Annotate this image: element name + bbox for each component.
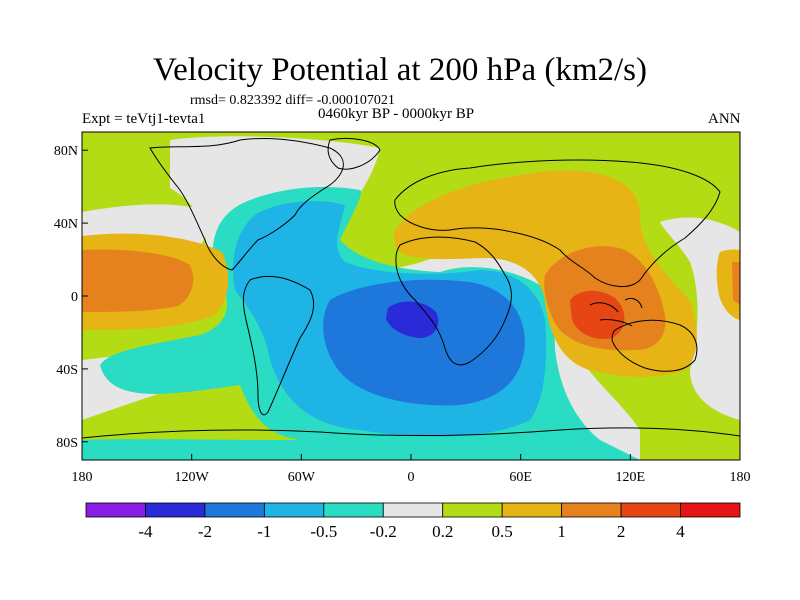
colorbar-label: 2: [617, 522, 626, 541]
x-tick-label: 180: [72, 470, 93, 485]
negative-region-core: [323, 279, 525, 406]
colorbar-label: -1: [257, 522, 271, 541]
colorbar-swatch: [382, 502, 444, 518]
colorbar-label: -0.2: [370, 522, 397, 541]
colorbar-label: 1: [557, 522, 566, 541]
colorbar-label: 0.5: [492, 522, 513, 541]
pacific-positive-east-core: [732, 262, 740, 305]
period-label: 0460kyr BP - 0000kyr BP: [318, 106, 475, 122]
coast-eurasia: [394, 159, 721, 287]
x-axis: 180 120W 60W 0 60E 120E 180: [72, 454, 751, 485]
coast-antarctica: [82, 427, 740, 439]
colorbar-label: -2: [198, 522, 212, 541]
colorbar-label: 4: [676, 522, 685, 541]
coast-australia: [611, 319, 698, 372]
x-tick-label: 180: [730, 470, 751, 485]
y-tick-label: 0: [71, 290, 78, 305]
negative-region-minimum: [386, 301, 439, 338]
colorbar-label: 0.2: [432, 522, 453, 541]
coast-south-america: [242, 275, 315, 416]
stats-label: rmsd= 0.823392 diff= -0.000107021: [190, 93, 395, 108]
x-tick-label: 120E: [616, 470, 646, 485]
positive-region-core: [570, 290, 625, 340]
colorbar-swatch: [323, 502, 384, 518]
map-title: Velocity Potential at 200 hPa (km2/s): [152, 52, 648, 88]
x-tick-label: 60W: [288, 470, 316, 485]
coast-maritime-islands: [589, 297, 643, 327]
x-tick-label: 0: [408, 470, 415, 485]
colorbar-label: -0.5: [310, 522, 337, 541]
colorbar-swatch: [442, 502, 503, 518]
colorbar: -4 -2 -1 -0.5 -0.2 0.2 0.5 1 2 4: [85, 502, 741, 541]
coast-greenland: [327, 137, 381, 170]
colorbar-swatch: [204, 502, 265, 518]
coast-africa: [395, 236, 512, 366]
pacific-positive-core: [82, 249, 194, 312]
y-tick-label: 80N: [54, 144, 78, 159]
coast-north-america: [149, 137, 344, 271]
colorbar-swatch: [145, 502, 206, 518]
colorbar-swatch: [501, 502, 563, 518]
x-tick-label: 60E: [509, 470, 532, 485]
colorbar-swatch: [620, 502, 681, 518]
colorbar-swatch: [680, 502, 741, 518]
y-tick-label: 40S: [56, 363, 78, 378]
y-axis: 80N 40N 0 40S 80S: [54, 144, 88, 451]
y-tick-label: 40N: [54, 217, 78, 232]
coastlines: [82, 137, 740, 439]
colorbar-swatch: [263, 502, 325, 518]
experiment-label: Expt = teVtj1-tevta1: [82, 111, 206, 127]
colorbar-swatch: [85, 502, 146, 518]
season-label: ANN: [708, 111, 741, 127]
colorbar-label: -4: [138, 522, 153, 541]
x-tick-label: 120W: [175, 470, 210, 485]
y-tick-label: 80S: [56, 436, 78, 451]
colorbar-swatch: [561, 502, 622, 518]
